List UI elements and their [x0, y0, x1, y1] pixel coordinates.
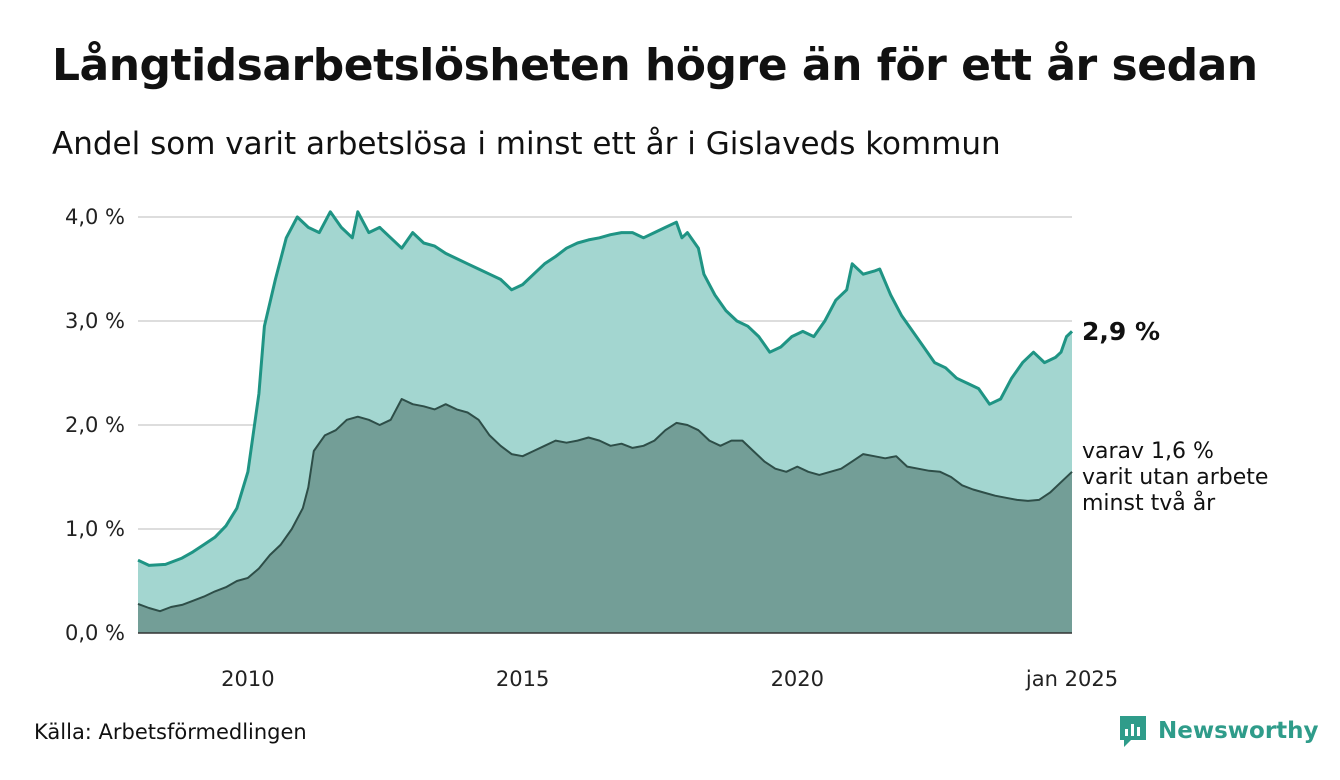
axis-layer: 0,0 % 1,0 % 2,0 % 3,0 % 4,0 % 2010 2015 2020 jan… [65, 205, 1118, 691]
area-layer [137, 210, 1074, 634]
newsworthy-logo-icon [1120, 716, 1146, 747]
brand-logo[interactable]: Newsworthy [1118, 714, 1319, 748]
chart-title: Långtidsarbetslösheten högre än för ett … [52, 40, 1258, 91]
series-line-minst_ett_ar [137, 210, 1074, 567]
end-label-total: 2,9 % [1082, 317, 1160, 346]
x-tick-label: 2020 [771, 667, 824, 691]
brand-name: Newsworthy [1158, 718, 1319, 744]
end-label-subset-line: minst två år [1082, 490, 1216, 516]
y-tick-label: 1,0 % [65, 517, 125, 541]
x-tick-label: 2015 [496, 667, 549, 691]
y-tick-label: 2,0 % [65, 413, 125, 437]
source-note: Källa: Arbetsförmedlingen [34, 720, 307, 744]
x-tick-label: jan 2025 [1025, 667, 1118, 691]
y-tick-label: 0,0 % [65, 621, 125, 645]
end-label-subset-line: varit utan arbete [1082, 465, 1268, 490]
series-line-minst_tva_ar [137, 398, 1073, 613]
area-chart: 0,0 % 1,0 % 2,0 % 3,0 % 4,0 % 2010 2015 2020 jan… [65, 205, 1268, 691]
y-tick-label: 4,0 % [65, 205, 125, 229]
end-label-subset-line: varav 1,6 % [1082, 439, 1214, 464]
x-tick-label: 2010 [221, 667, 274, 691]
y-tick-label: 3,0 % [65, 309, 125, 333]
series-area-minst_tva_ar [138, 399, 1072, 633]
chart-subtitle: Andel som varit arbetslösa i minst ett å… [52, 126, 1001, 162]
